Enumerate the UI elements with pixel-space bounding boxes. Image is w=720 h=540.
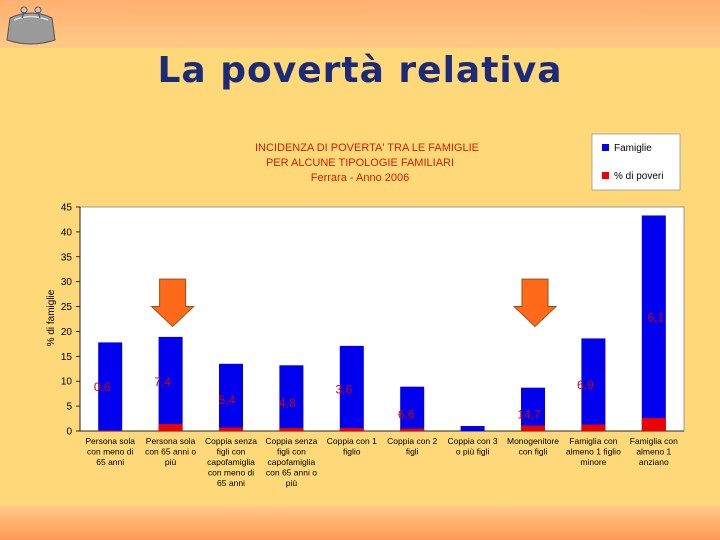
y-tick-label: 30 bbox=[61, 277, 73, 288]
chart-subtitle: PER ALCUNE TIPOLOGIE FAMILIARI bbox=[266, 157, 454, 169]
x-category-label: capofamiglia bbox=[268, 457, 316, 467]
y-tick-label: 45 bbox=[61, 203, 73, 214]
bar-poveri bbox=[339, 428, 364, 431]
y-tick-label: 5 bbox=[66, 402, 72, 413]
data-label: 6,1 bbox=[647, 310, 664, 324]
y-tick-label: 35 bbox=[61, 252, 73, 263]
legend-swatch-famiglie bbox=[602, 144, 609, 151]
x-category-label: con meno di bbox=[208, 468, 254, 478]
down-arrow-icon bbox=[150, 278, 195, 328]
legend-label-famiglie: Famiglie bbox=[614, 143, 652, 154]
data-label: 6,9 bbox=[577, 378, 594, 392]
x-category-label: anziano bbox=[639, 457, 669, 467]
bar-famiglie bbox=[400, 386, 425, 431]
x-category-label: Coppia con 1 bbox=[327, 436, 377, 446]
chart-subtitle-year: Ferrara - Anno 2006 bbox=[311, 172, 409, 184]
bar-poveri bbox=[641, 418, 666, 431]
x-category-label: figli bbox=[406, 447, 419, 457]
x-category-label: Coppia senza bbox=[205, 436, 257, 446]
y-tick-label: 15 bbox=[61, 352, 73, 363]
x-category-label: almeno 1 bbox=[636, 447, 671, 457]
x-category-label: con meno di bbox=[87, 447, 133, 457]
x-category-label: 65 anni bbox=[96, 457, 124, 467]
legend-box bbox=[591, 133, 681, 191]
y-tick-label: 25 bbox=[61, 302, 73, 313]
bar-famiglie bbox=[460, 426, 485, 431]
top-banner bbox=[0, 0, 720, 48]
data-label: 3,6 bbox=[335, 383, 352, 397]
x-category-label: Famiglia con bbox=[630, 436, 678, 446]
bar-poveri bbox=[219, 427, 243, 431]
x-category-label: minore bbox=[580, 457, 606, 467]
bar-famiglie bbox=[279, 365, 304, 431]
x-category-label: figlio bbox=[343, 447, 361, 457]
legend-swatch-poveri bbox=[602, 172, 609, 179]
data-label: 14,7 bbox=[517, 408, 541, 422]
x-category-label: Monogenitore bbox=[507, 436, 559, 446]
data-label: 0,6 bbox=[94, 380, 111, 394]
y-axis-label: % di famiglie bbox=[46, 289, 57, 346]
legend-label-poveri: % di poveri bbox=[614, 171, 663, 182]
x-category-label: con 65 anni o bbox=[145, 447, 196, 457]
bottom-banner bbox=[0, 506, 720, 540]
y-tick-label: 40 bbox=[61, 227, 73, 238]
chart-title: INCIDENZA DI POVERTA' TRA LE FAMIGLIE bbox=[255, 142, 479, 154]
legend: Famiglie % di poveri bbox=[591, 133, 681, 191]
x-category-label: Famiglia con bbox=[569, 436, 617, 446]
y-tick-label: 20 bbox=[61, 327, 73, 338]
x-category-label: 65 anni bbox=[217, 478, 245, 488]
x-category-label: Persona sola bbox=[146, 436, 196, 446]
x-category-label: capofamiglia bbox=[207, 457, 255, 467]
bar-famiglie bbox=[98, 342, 123, 431]
x-category-label: Coppia con 2 bbox=[387, 436, 437, 446]
y-tick-label: 10 bbox=[61, 377, 73, 388]
x-category-label: Coppia con 3 bbox=[448, 436, 498, 446]
x-category-label: Coppia senza bbox=[265, 436, 317, 446]
x-category-label: figli con bbox=[277, 447, 306, 457]
x-category-label: almeno 1 figlio bbox=[566, 447, 621, 457]
bar-famiglie bbox=[581, 338, 606, 431]
bar-famiglie bbox=[641, 215, 666, 431]
purse-icon bbox=[6, 6, 56, 45]
x-category-label: con figli bbox=[519, 447, 548, 457]
data-label: 4,8 bbox=[279, 396, 296, 410]
bar-famiglie bbox=[521, 387, 545, 431]
bar-poveri bbox=[521, 425, 545, 431]
y-tick-label: 0 bbox=[66, 427, 72, 438]
bar-famiglie bbox=[158, 336, 183, 431]
slide-title: La povertà relativa bbox=[157, 50, 563, 91]
x-category-label: o più figli bbox=[456, 447, 490, 457]
bar-poveri bbox=[581, 424, 606, 431]
data-label: 5,4 bbox=[219, 393, 236, 407]
bar-poveri bbox=[400, 428, 425, 431]
x-category-label: Persona sola bbox=[85, 436, 135, 446]
data-label: 6,6 bbox=[398, 408, 415, 422]
bar-famiglie bbox=[219, 363, 243, 431]
down-arrow-icon bbox=[512, 278, 558, 328]
bar-poveri bbox=[279, 428, 304, 431]
x-category-label: più bbox=[165, 457, 177, 467]
bar-famiglie bbox=[339, 345, 364, 431]
bar-poveri bbox=[158, 424, 183, 431]
data-label: 7,4 bbox=[154, 375, 171, 389]
x-category-label: più bbox=[286, 478, 298, 488]
x-category-label: con 65 anni o bbox=[266, 468, 317, 478]
x-category-label: figli con bbox=[217, 447, 246, 457]
